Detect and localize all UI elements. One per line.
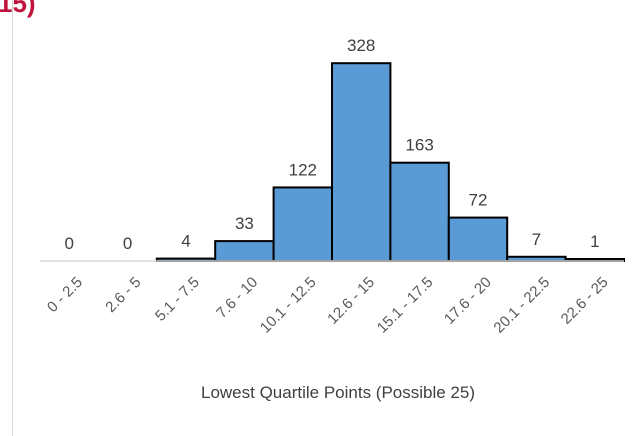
tick-label-5: 12.6 - 15 — [324, 274, 378, 328]
x-axis-title: Lowest Quartile Points (Possible 25) — [201, 383, 475, 402]
data-label-1: 0 — [123, 234, 132, 253]
data-label-7: 72 — [469, 191, 488, 210]
data-label-4: 122 — [289, 160, 317, 179]
data-labels-group: 0 0 4 33 122 328 163 72 7 1 — [64, 36, 599, 253]
data-label-3: 33 — [235, 214, 254, 233]
data-label-6: 163 — [405, 136, 433, 155]
tick-label-8: 20.1 - 22.5 — [490, 274, 553, 337]
tick-label-3: 7.6 - 10 — [213, 274, 261, 322]
tick-label-4: 10.1 - 12.5 — [257, 274, 320, 337]
tick-label-2: 5.1 - 7.5 — [152, 274, 203, 325]
tick-label-7: 17.6 - 20 — [441, 274, 495, 328]
data-label-8: 7 — [532, 230, 541, 249]
tick-label-9: 22.6 - 25 — [558, 274, 612, 328]
data-label-5: 328 — [347, 36, 375, 55]
bar-7 — [447, 216, 509, 262]
bar-5 — [331, 62, 392, 263]
bars-group — [155, 62, 625, 263]
tick-label-6: 15.1 - 17.5 — [374, 274, 437, 337]
tick-label-0: 0 - 2.5 — [44, 274, 86, 316]
data-label-9: 1 — [590, 232, 599, 251]
data-label-2: 4 — [181, 232, 190, 251]
bar-3 — [214, 240, 275, 263]
bar-4 — [272, 186, 334, 262]
data-label-0: 0 — [64, 234, 73, 253]
bar-6 — [389, 161, 450, 262]
chart-left-border — [12, 0, 13, 436]
corner-text: 15) — [0, 0, 36, 18]
tick-label-1: 2.6 - 5 — [102, 274, 144, 316]
